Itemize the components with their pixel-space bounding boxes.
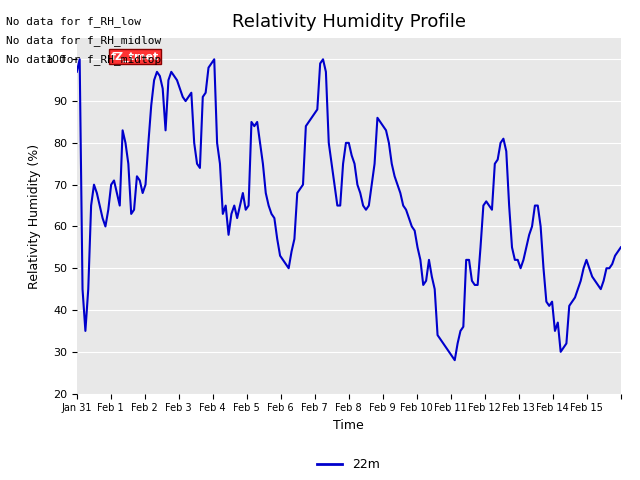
Text: No data for f_RH_midtop: No data for f_RH_midtop — [6, 54, 162, 65]
Text: fZ_tmet: fZ_tmet — [111, 51, 159, 61]
X-axis label: Time: Time — [333, 419, 364, 432]
Legend: 22m: 22m — [312, 453, 385, 476]
Y-axis label: Relativity Humidity (%): Relativity Humidity (%) — [28, 144, 40, 288]
Title: Relativity Humidity Profile: Relativity Humidity Profile — [232, 13, 466, 31]
Text: No data for f_RH_midlow: No data for f_RH_midlow — [6, 35, 162, 46]
Text: No data for f_RH_low: No data for f_RH_low — [6, 16, 141, 27]
